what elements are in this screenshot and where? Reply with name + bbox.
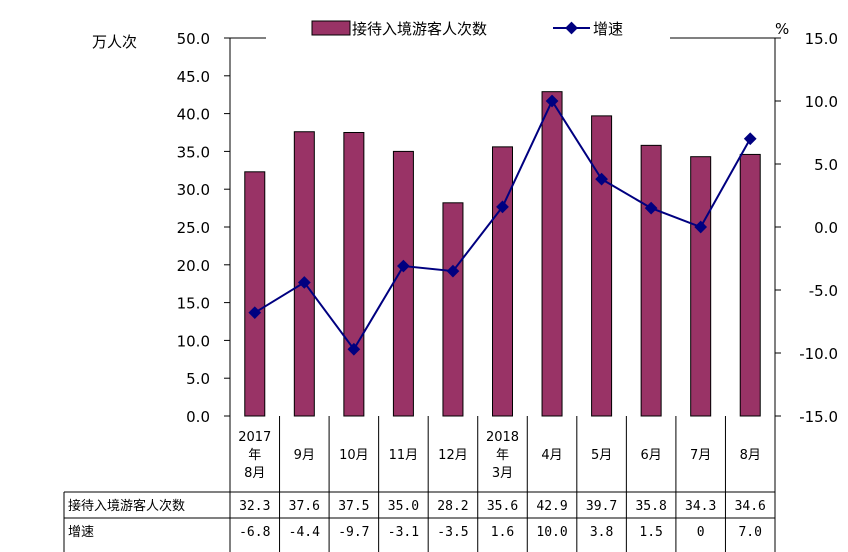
- category-label: 11月: [389, 448, 419, 463]
- left-tick-label: 45.0: [177, 68, 210, 86]
- category-label: 8月: [740, 448, 761, 463]
- right-tick-label: 0.0: [814, 219, 838, 237]
- bar: [541, 91, 563, 417]
- growth-value-label: 0: [697, 525, 705, 540]
- visitor-value-label: 39.7: [586, 499, 617, 514]
- legend: 接待入境游客人次数 增速: [311, 20, 623, 38]
- right-axis-unit: %: [775, 20, 789, 38]
- category-label: 5月: [591, 448, 612, 463]
- category-label: 4月: [541, 448, 562, 463]
- visitor-value-label: 34.6: [735, 499, 766, 514]
- growth-value-label: 1.6: [491, 525, 514, 540]
- bar: [392, 150, 414, 417]
- visitor-value-label: 35.8: [635, 499, 666, 514]
- category-label: 9月: [294, 448, 315, 463]
- visitor-value-label: 35.0: [388, 499, 419, 514]
- category-label: 10月: [339, 448, 369, 463]
- legend-bar-label: 接待入境游客人次数: [352, 20, 487, 38]
- left-tick-label: 25.0: [177, 219, 210, 237]
- category-label: 2017: [238, 430, 271, 445]
- bar: [739, 153, 761, 417]
- right-tick-label: -5.0: [809, 282, 838, 300]
- visitor-value-label: 35.6: [487, 499, 518, 514]
- bar: [591, 115, 613, 417]
- bar: [244, 171, 266, 417]
- growth-value-label: -9.7: [338, 525, 369, 540]
- bar: [492, 146, 513, 417]
- left-tick-label: 35.0: [177, 143, 210, 161]
- left-axis-unit: 万人次: [92, 33, 137, 51]
- growth-value-label: 7.0: [738, 525, 761, 540]
- growth-point: [446, 264, 460, 278]
- category-label: 8月: [244, 466, 265, 481]
- bar: [690, 156, 712, 417]
- category-label: 年: [496, 448, 509, 463]
- visitor-value-label: 34.3: [685, 499, 716, 514]
- category-label: 年: [248, 448, 261, 463]
- left-tick-label: 5.0: [186, 370, 210, 388]
- right-tick-label: 5.0: [814, 156, 838, 174]
- category-label: 7月: [690, 448, 711, 463]
- growth-point: [347, 342, 361, 356]
- left-tick-label: 40.0: [177, 106, 210, 124]
- visitor-value-label: 37.6: [289, 499, 320, 514]
- category-label: 6月: [640, 448, 661, 463]
- visitor-value-label: 37.5: [338, 499, 369, 514]
- right-tick-label: -15.0: [799, 408, 838, 426]
- left-tick-label: 50.0: [177, 30, 210, 48]
- growth-point: [297, 276, 311, 289]
- visitor-value-label: 32.3: [239, 499, 270, 514]
- bar: [293, 131, 315, 417]
- visitor-value-label: 28.2: [437, 499, 468, 514]
- growth-value-label: -4.4: [289, 525, 320, 540]
- growth-value-label: -3.5: [437, 525, 468, 540]
- legend-line-label: 增速: [593, 20, 623, 38]
- growth-value-label: -3.1: [388, 525, 419, 540]
- left-tick-label: 10.0: [177, 332, 210, 350]
- left-tick-label: 30.0: [177, 181, 210, 199]
- right-tick-label: -10.0: [799, 345, 838, 363]
- bar: [442, 202, 464, 417]
- bar: [343, 132, 365, 417]
- visitor-value-label: 42.9: [536, 499, 567, 514]
- growth-point: [397, 259, 410, 273]
- bar: [640, 144, 662, 417]
- table-row-label-visitors: 接待入境游客人次数: [68, 498, 185, 514]
- category-label: 12月: [438, 448, 468, 463]
- left-tick-label: 20.0: [177, 257, 210, 275]
- legend-line-marker: [565, 21, 578, 35]
- growth-value-label: -6.8: [239, 525, 270, 540]
- growth-value-label: 1.5: [639, 525, 662, 540]
- right-tick-label: 10.0: [805, 93, 838, 111]
- category-label: 3月: [492, 466, 513, 481]
- growth-value-label: 3.8: [590, 525, 613, 540]
- left-tick-label: 0.0: [186, 408, 210, 426]
- right-tick-label: 15.0: [805, 30, 838, 48]
- growth-point: [496, 200, 509, 214]
- growth-value-label: 10.0: [536, 525, 567, 540]
- growth-point: [743, 132, 757, 146]
- legend-bar-swatch: [311, 20, 351, 36]
- left-tick-label: 15.0: [177, 295, 210, 313]
- table-row-label-growth: 增速: [68, 525, 94, 540]
- category-label: 2018: [486, 430, 519, 445]
